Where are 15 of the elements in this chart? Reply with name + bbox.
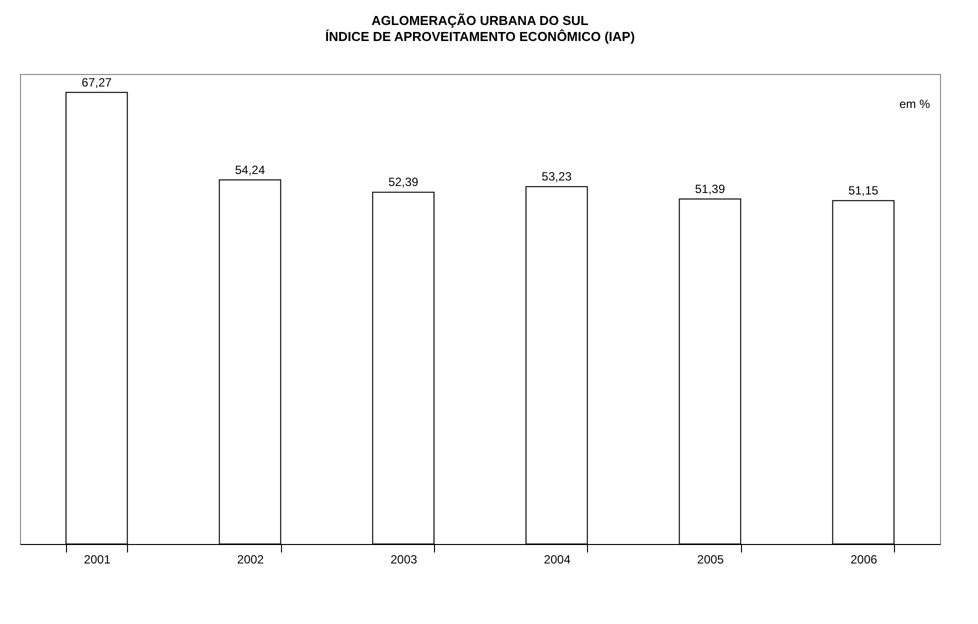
data-label: 67,27 [82,75,112,90]
data-label: 54,24 [234,162,266,177]
x-tick-label: 2005 [697,552,724,566]
data-label: 53,23 [542,170,572,184]
x-tick-label: 2002 [237,552,264,566]
annotation: em % [899,97,930,111]
data-label: 52,39 [388,175,419,190]
x-tick-label: 2004 [544,552,571,566]
x-tick-label: 2003 [390,552,418,566]
chart-subtitle: ÍNDICE DE APROVEITAMENTO ECONÔMICO (IAP) [325,29,635,44]
data-label: 51,39 [694,182,726,196]
x-tick-label: 2006 [850,552,878,566]
chart-title: AGLOMERAÇÃO URBANA DO SUL [372,13,589,28]
data-label: 51,15 [848,184,879,198]
x-tick-label: 2001 [84,552,111,566]
